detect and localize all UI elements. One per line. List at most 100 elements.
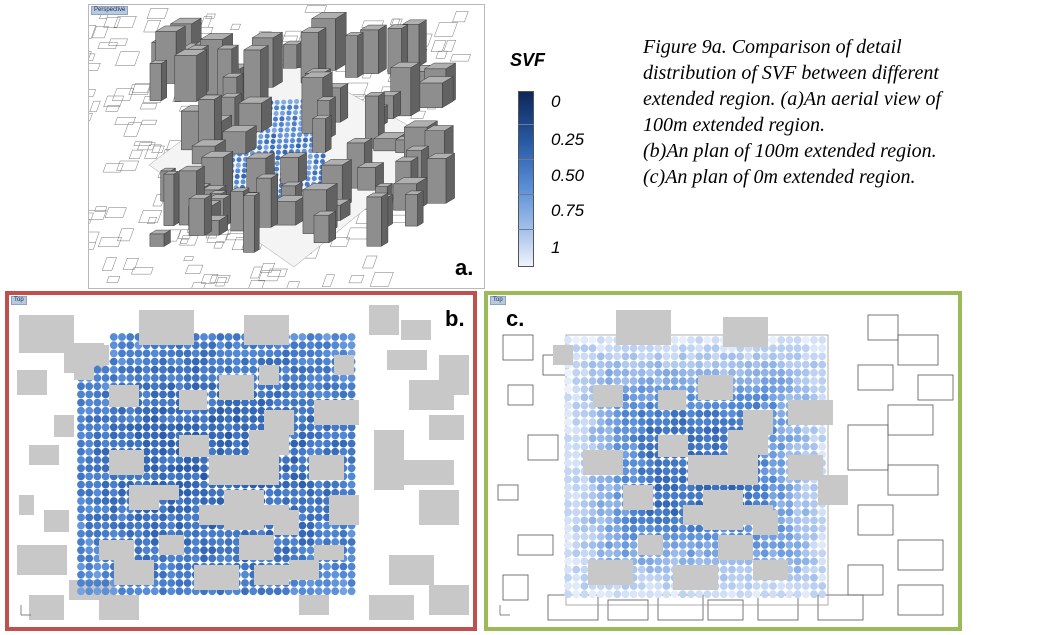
svf-point xyxy=(793,516,802,525)
svf-point xyxy=(785,360,794,369)
building-outline xyxy=(322,274,335,287)
svf-point xyxy=(270,144,275,150)
svf-point xyxy=(564,532,572,541)
svf-point xyxy=(142,398,151,407)
svf-point xyxy=(785,541,794,549)
svf-point xyxy=(596,377,605,385)
svf-point xyxy=(564,500,572,508)
svf-point xyxy=(277,138,283,144)
svf-point xyxy=(101,464,110,473)
panel-b-plan-100m: Top b. xyxy=(5,291,477,631)
svf-point xyxy=(93,365,102,374)
tower-side xyxy=(381,192,389,247)
svf-point xyxy=(331,587,340,596)
svf-point xyxy=(282,149,288,155)
svf-point xyxy=(85,505,94,514)
svf-point xyxy=(306,398,315,407)
svf-point xyxy=(564,557,572,566)
svf-point xyxy=(93,447,102,456)
svf-point xyxy=(793,426,802,435)
tower-top xyxy=(404,190,425,195)
svf-point xyxy=(760,475,769,484)
svf-point xyxy=(241,423,249,432)
svf-point xyxy=(150,456,159,464)
svf-point xyxy=(167,382,176,391)
svf-point xyxy=(347,546,356,555)
svf-point xyxy=(191,554,200,563)
building-footprint xyxy=(179,390,207,410)
svf-point xyxy=(646,475,654,484)
svf-point xyxy=(793,500,802,508)
svf-point xyxy=(93,472,102,481)
svf-point xyxy=(257,357,266,366)
svf-point xyxy=(769,475,777,484)
svf-point xyxy=(313,164,318,170)
tower-face xyxy=(345,35,358,78)
svf-point xyxy=(167,447,176,456)
svf-point xyxy=(703,426,712,435)
svf-point xyxy=(249,357,258,366)
svf-point xyxy=(711,532,720,541)
svf-point xyxy=(273,546,282,555)
svf-point xyxy=(818,344,827,353)
svf-point xyxy=(613,344,622,353)
svf-point xyxy=(306,431,315,440)
svf-point xyxy=(101,431,110,440)
svf-point xyxy=(142,472,151,481)
building-footprint xyxy=(583,450,623,475)
svf-point xyxy=(695,409,704,418)
svf-point xyxy=(572,500,581,508)
svf-point xyxy=(777,541,786,549)
svf-point xyxy=(818,541,827,549)
svf-point xyxy=(224,423,233,432)
svf-point xyxy=(777,475,786,484)
svf-point xyxy=(818,368,827,377)
svf-point xyxy=(323,341,331,350)
svf-point xyxy=(291,121,297,127)
svf-point xyxy=(572,491,581,500)
svf-point xyxy=(703,434,712,443)
svf-point xyxy=(282,349,290,358)
svf-point xyxy=(687,549,695,558)
svf-point xyxy=(191,513,200,522)
svf-point xyxy=(572,393,581,402)
svf-point xyxy=(621,442,630,451)
svf-point xyxy=(298,341,307,350)
tower-top xyxy=(389,61,421,68)
svf-point xyxy=(572,368,581,377)
svf-point xyxy=(216,406,225,415)
svf-point xyxy=(580,409,589,418)
svf-point xyxy=(801,360,810,369)
svf-point xyxy=(298,423,307,432)
svf-point xyxy=(744,590,753,599)
viewport-tag-top: Top xyxy=(11,296,27,305)
svf-point xyxy=(77,382,85,391)
svf-point xyxy=(769,336,777,344)
svf-point xyxy=(695,426,704,435)
svf-point xyxy=(85,464,94,473)
svf-point xyxy=(777,508,786,517)
svf-point xyxy=(801,573,810,582)
svf-point xyxy=(703,532,712,541)
tower-top xyxy=(394,156,419,162)
svf-point xyxy=(232,529,241,538)
svf-point xyxy=(810,516,818,525)
svf-point xyxy=(134,406,143,415)
svf-point xyxy=(339,562,348,571)
svf-point xyxy=(347,472,356,481)
svf-point xyxy=(150,587,159,596)
svf-point xyxy=(298,521,307,530)
svf-point xyxy=(564,434,572,443)
svf-point xyxy=(249,398,258,407)
svf-point xyxy=(306,390,315,399)
legend-tick-3: 0.75 xyxy=(551,201,585,220)
tower-side xyxy=(173,170,179,227)
building-outline xyxy=(259,262,275,273)
svf-point xyxy=(232,415,241,423)
svf-point xyxy=(191,415,200,423)
tower-face xyxy=(280,157,299,184)
caption-line: 100m extended region. xyxy=(643,114,825,136)
svf-point xyxy=(183,382,192,391)
svf-point xyxy=(191,488,200,497)
svf-point xyxy=(208,349,217,358)
